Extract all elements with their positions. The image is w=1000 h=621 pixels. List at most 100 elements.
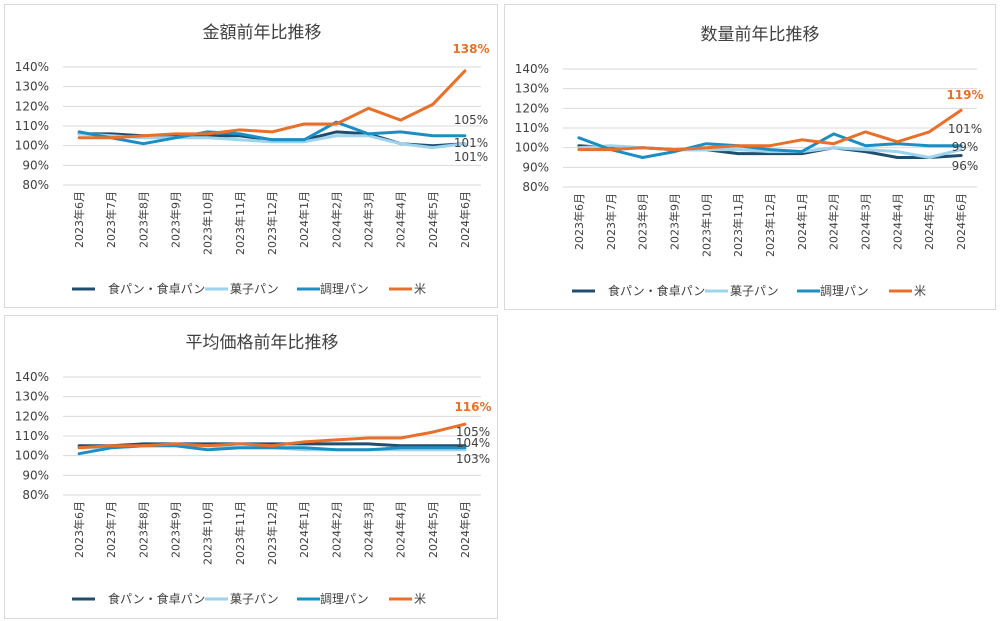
chart-title: 金額前年比推移 [203, 23, 322, 43]
x-tick-label: 2023年7月 [104, 191, 118, 248]
x-tick-label: 2024年3月 [361, 191, 375, 248]
x-tick-label: 2023年9月 [169, 191, 183, 248]
data-label: 101% [454, 150, 488, 164]
x-tick-label: 2023年10月 [201, 191, 215, 255]
x-tick-label: 2023年12月 [265, 191, 279, 255]
legend-label: 調理パン [820, 284, 869, 298]
x-tick-label: 2024年2月 [329, 191, 343, 248]
x-tick-label: 2024年3月 [361, 501, 375, 558]
x-tick-label: 2023年8月 [136, 501, 150, 558]
x-tick-label: 2024年6月 [458, 501, 472, 558]
x-tick-label: 2023年9月 [667, 193, 681, 250]
x-tick-label: 2024年5月 [426, 191, 440, 248]
x-tick-label: 2024年4月 [394, 191, 408, 248]
series-line [77, 422, 467, 450]
chart-average-price-svg: 平均価格前年比推移 80% 90% 100% 110% 120% 130% 140% 2023年… [15, 333, 492, 606]
chart-amount-svg: 金額前年比推移 80% 90% 100% 110% 120% 130% 140% 2023年6月… [15, 23, 490, 296]
y-tick-label: 100% [15, 449, 49, 463]
x-tick-label: 2023年11月 [233, 191, 247, 255]
data-label: 99% [952, 140, 979, 154]
series-line [77, 442, 467, 448]
y-tick-label: 90% [22, 468, 49, 482]
data-label: 138% [452, 42, 489, 56]
y-tick-label: 130% [15, 390, 49, 404]
legend-label: 食パン・食卓パン [608, 283, 705, 298]
y-tick-label: 90% [522, 160, 549, 174]
x-tick-label: 2024年5月 [922, 193, 936, 250]
series-line [577, 132, 963, 159]
x-tick-label: 2024年5月 [426, 501, 440, 558]
y-tick-label: 90% [22, 158, 49, 172]
y-tick-label: 110% [515, 121, 549, 135]
series-line [77, 132, 467, 150]
data-label: 96% [952, 159, 979, 173]
chart-panel-average-price: 平均価格前年比推移 80% 90% 100% 110% 120% 130% 140% 2023年… [4, 315, 498, 619]
y-tick-label: 120% [15, 409, 49, 423]
data-label: 101% [454, 136, 488, 150]
chart-quantity-svg: 数量前年比推移 80% 90% 100% 110% 120% 130% 140% 2023年6月… [515, 25, 984, 298]
y-tick-label: 120% [515, 101, 549, 115]
data-label: 104% [456, 436, 490, 450]
y-tick-label: 120% [15, 99, 49, 113]
chart-panel-quantity: 数量前年比推移 80% 90% 100% 110% 120% 130% 140% 2023年6月… [504, 4, 996, 310]
x-tick-label: 2023年11月 [233, 501, 247, 565]
chart-panel-amount: 金額前年比推移 80% 90% 100% 110% 120% 130% 140% 2023年6月… [4, 4, 498, 308]
x-tick-label: 2024年6月 [458, 191, 472, 248]
x-tick-label: 2024年3月 [859, 193, 873, 250]
legend-label: 調理パン [320, 282, 369, 296]
data-label: 101% [948, 122, 982, 136]
x-tick-label: 2024年4月 [890, 193, 904, 250]
y-tick-label: 140% [15, 60, 49, 74]
y-tick-label: 80% [22, 488, 49, 502]
x-tick-label: 2023年10月 [699, 193, 713, 257]
legend-label: 菓子パン [230, 282, 279, 296]
y-tick-label: 110% [15, 429, 49, 443]
x-tick-label: 2024年2月 [827, 193, 841, 250]
y-tick-label: 140% [515, 62, 549, 76]
data-label: 119% [946, 88, 983, 102]
y-tick-label: 110% [15, 119, 49, 133]
x-tick-label: 2024年1月 [297, 501, 311, 558]
x-tick-label: 2023年7月 [604, 193, 618, 250]
x-tick-label: 2023年11月 [731, 193, 745, 257]
y-tick-label: 100% [515, 141, 549, 155]
legend-label: 米 [414, 282, 426, 296]
legend-label: 米 [414, 592, 426, 606]
series-line [577, 108, 963, 152]
data-label: 116% [454, 400, 491, 414]
x-tick-label: 2024年4月 [394, 501, 408, 558]
legend-label: 菓子パン [730, 284, 779, 298]
data-label: 105% [456, 425, 490, 439]
x-tick-label: 2023年7月 [104, 501, 118, 558]
y-tick-label: 130% [515, 82, 549, 96]
x-tick-label: 2024年1月 [795, 193, 809, 250]
x-tick-label: 2023年6月 [72, 501, 86, 558]
x-tick-label: 2023年10月 [201, 501, 215, 565]
y-tick-label: 140% [15, 370, 49, 384]
x-tick-label: 2023年8月 [136, 191, 150, 248]
x-tick-label: 2023年12月 [763, 193, 777, 257]
x-tick-label: 2023年6月 [72, 191, 86, 248]
x-tick-label: 2023年6月 [572, 193, 586, 250]
chart-title: 平均価格前年比推移 [186, 333, 339, 353]
chart-title: 数量前年比推移 [701, 25, 820, 45]
data-label: 103% [456, 452, 490, 466]
legend-label: 米 [914, 284, 926, 298]
legend-label: 食パン・食卓パン [108, 281, 205, 296]
series-line [77, 69, 467, 140]
x-tick-label: 2023年12月 [265, 501, 279, 565]
legend-label: 調理パン [320, 592, 369, 606]
x-tick-label: 2023年8月 [636, 193, 650, 250]
x-tick-label: 2023年9月 [169, 501, 183, 558]
y-tick-label: 100% [15, 139, 49, 153]
series-line [77, 120, 467, 146]
legend-label: 食パン・食卓パン [108, 591, 205, 606]
y-tick-label: 130% [15, 80, 49, 94]
legend-label: 菓子パン [230, 592, 279, 606]
x-tick-label: 2024年1月 [297, 191, 311, 248]
y-tick-label: 80% [22, 178, 49, 192]
data-label: 105% [454, 113, 488, 127]
x-tick-label: 2024年6月 [954, 193, 968, 250]
x-tick-label: 2024年2月 [329, 501, 343, 558]
y-tick-label: 80% [522, 180, 549, 194]
